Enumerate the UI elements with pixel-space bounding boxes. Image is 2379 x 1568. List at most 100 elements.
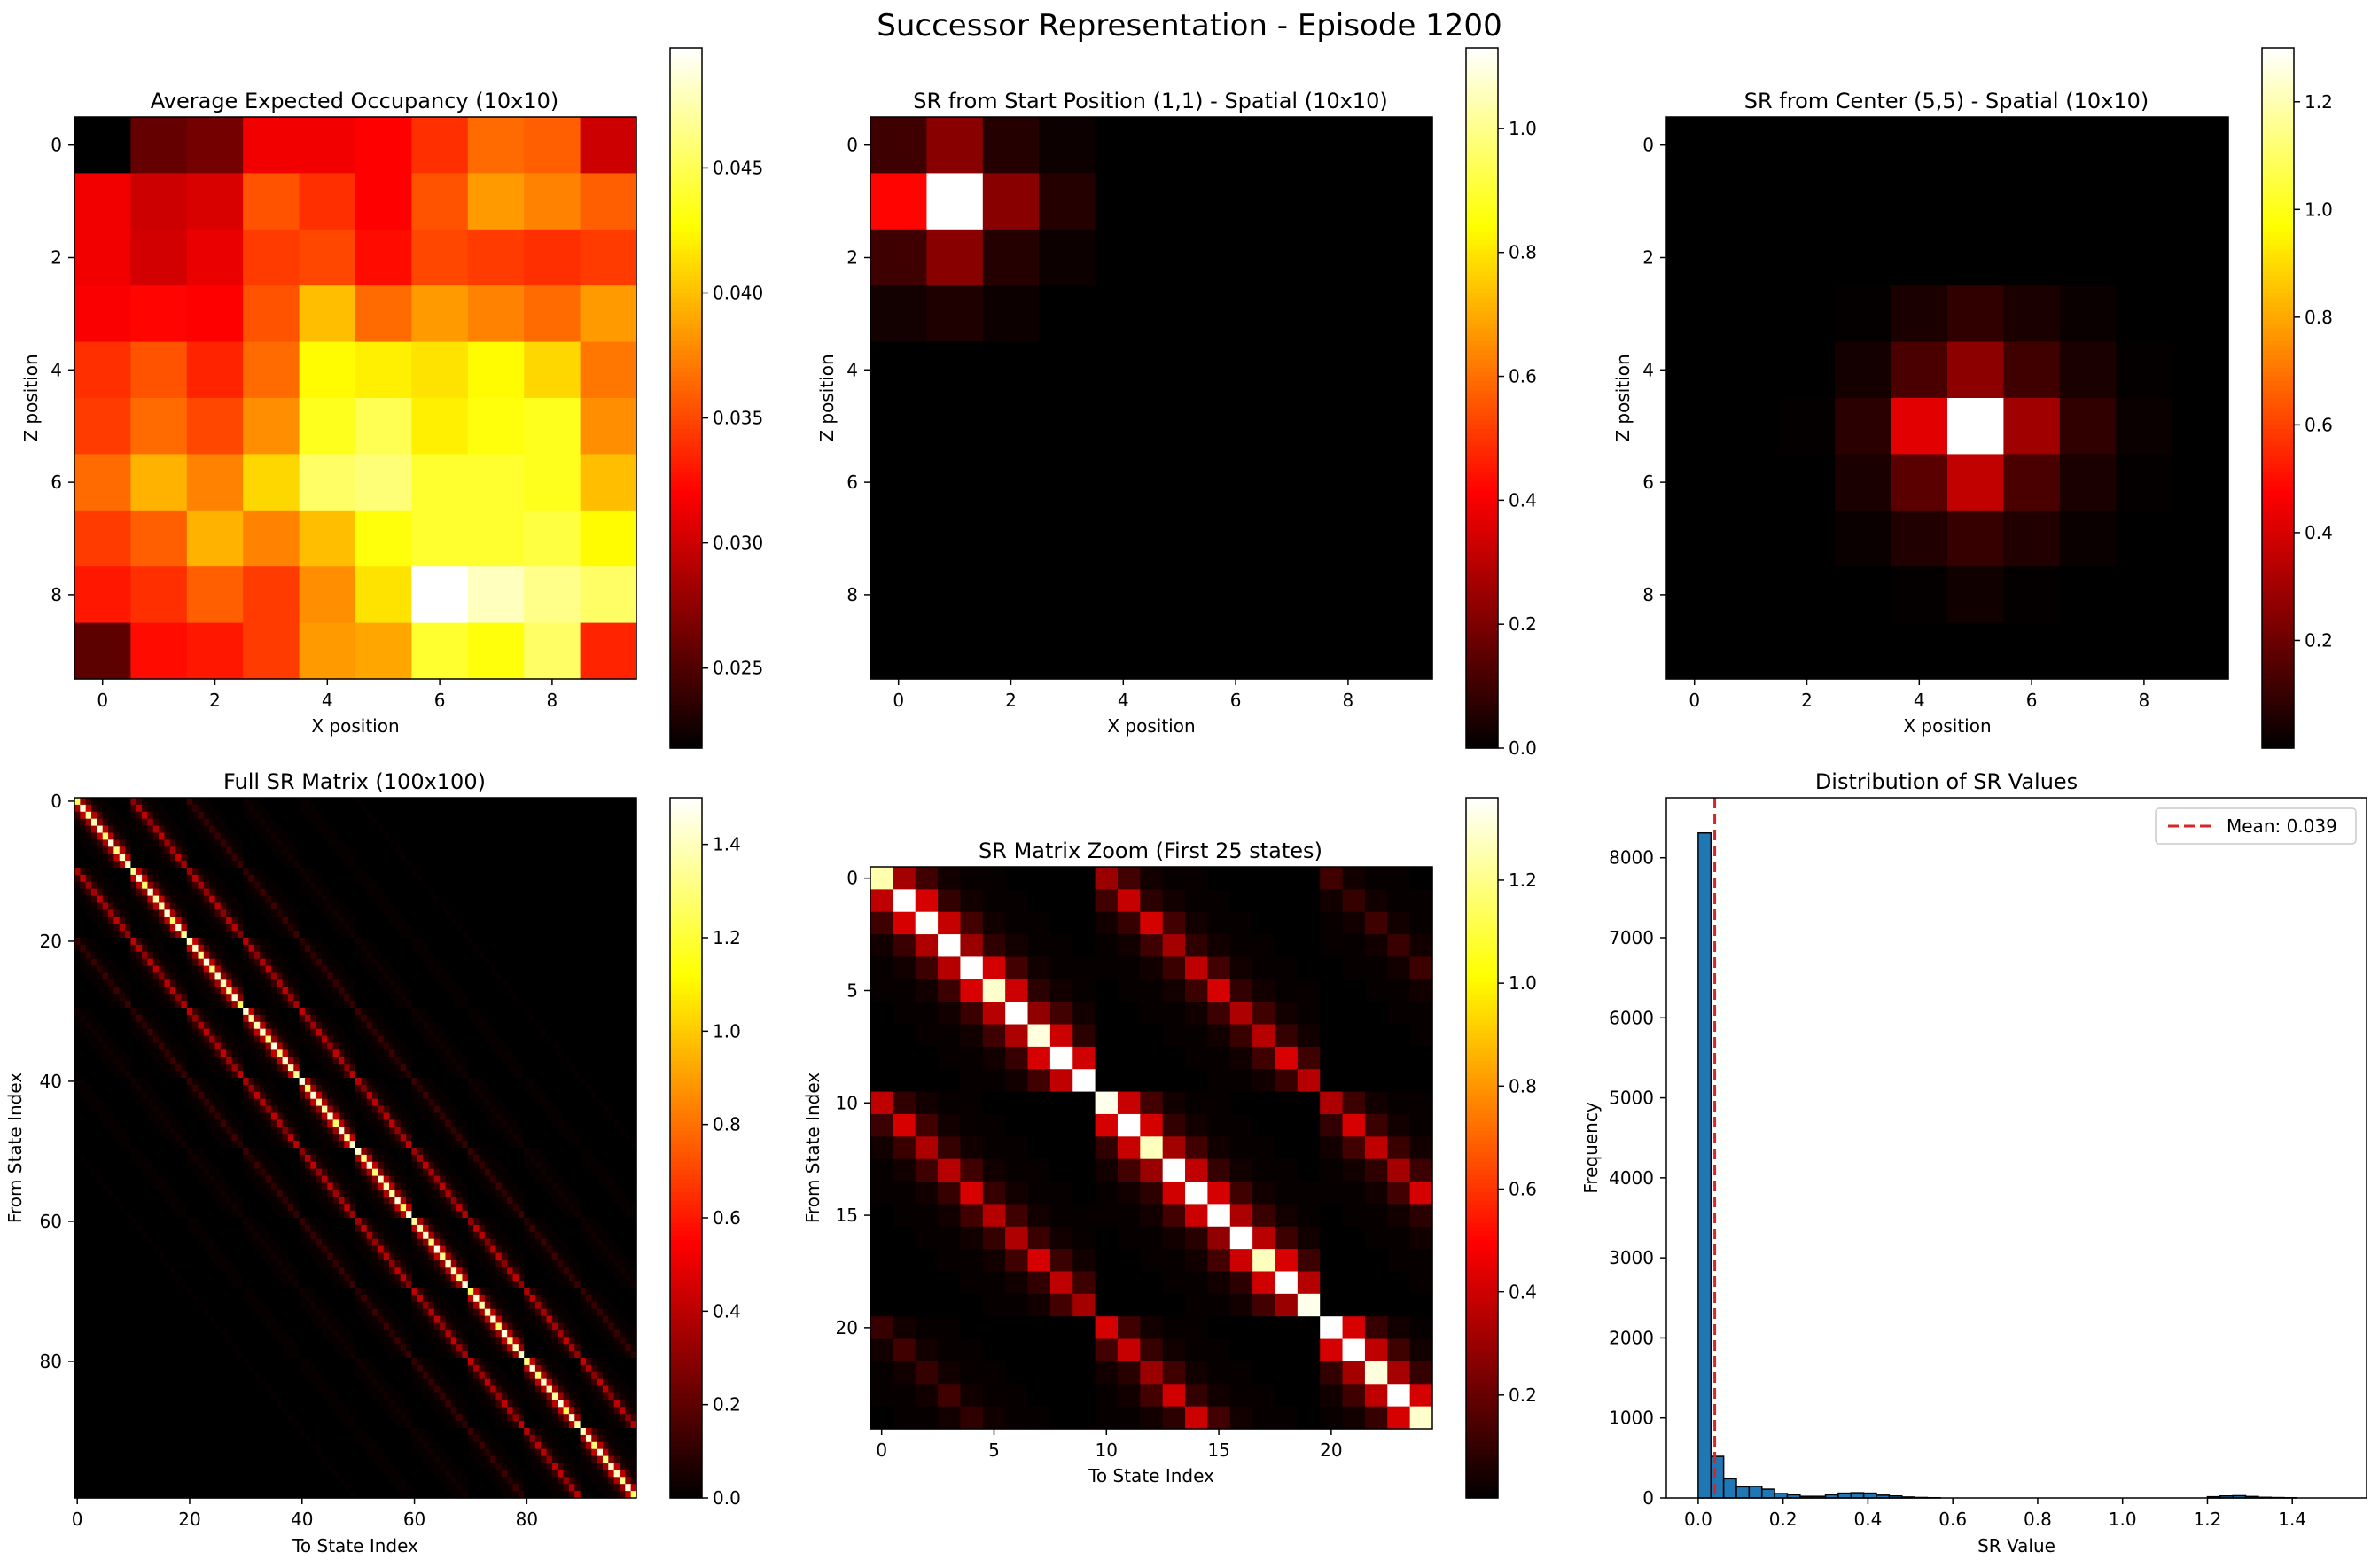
heatmap-cell <box>1722 229 1780 286</box>
heatmap-cell <box>501 944 508 953</box>
heatmap-cell <box>495 832 503 840</box>
heatmap-cell <box>304 818 311 827</box>
heatmap-cell <box>372 1014 378 1023</box>
heatmap-cell <box>568 938 575 946</box>
heatmap-cell <box>484 909 491 917</box>
heatmap-cell <box>349 1057 356 1065</box>
heatmap-cell <box>630 804 637 813</box>
heatmap-cell <box>102 881 109 890</box>
heatmap-cell <box>119 1071 126 1079</box>
heatmap-cell <box>147 1064 154 1072</box>
heatmap-cell <box>580 285 637 343</box>
heatmap-cell <box>501 909 508 917</box>
heatmap-cell <box>433 1057 441 1065</box>
heatmap-cell <box>316 917 323 924</box>
heatmap-cell <box>619 951 626 960</box>
heatmap-cell <box>152 854 160 862</box>
heatmap-cell <box>125 825 131 834</box>
heatmap-cell <box>574 811 581 820</box>
heatmap-cell <box>277 811 284 820</box>
heatmap-cell <box>310 1001 317 1009</box>
heatmap-cell <box>433 1071 441 1079</box>
heatmap-cell <box>265 1028 272 1037</box>
heatmap-cell <box>625 1014 632 1023</box>
heatmap-cell <box>327 881 334 890</box>
heatmap-cell <box>568 1001 575 1009</box>
heatmap-cell <box>574 1042 581 1050</box>
heatmap-cell <box>580 888 587 897</box>
heatmap-cell <box>1835 285 1892 343</box>
heatmap-cell <box>625 839 632 847</box>
heatmap-cell <box>130 846 137 854</box>
heatmap-cell <box>1376 398 1433 455</box>
heatmap-cell <box>518 1021 525 1030</box>
heatmap-cell <box>490 1021 497 1030</box>
heatmap-cell <box>389 979 395 987</box>
heatmap-cell <box>602 895 609 904</box>
colorbar-segment <box>670 472 702 478</box>
heatmap-cell <box>529 798 536 806</box>
heatmap-cell <box>1666 622 1723 680</box>
heatmap-cell <box>406 1001 412 1009</box>
heatmap-cell <box>293 818 300 827</box>
heatmap-cell <box>209 895 216 904</box>
heatmap-cell <box>192 944 199 953</box>
heatmap-cell <box>136 888 143 897</box>
heatmap-cell <box>181 972 188 980</box>
heatmap-cell <box>613 1028 620 1037</box>
heatmap-cell <box>423 839 430 847</box>
heatmap-cell <box>372 909 378 917</box>
heatmap-cell <box>2172 398 2229 455</box>
heatmap-cell <box>119 1008 126 1016</box>
heatmap-cell <box>558 881 565 890</box>
heatmap-cell <box>541 1001 548 1009</box>
heatmap-cell <box>159 846 166 854</box>
heatmap-cell <box>355 825 362 834</box>
heatmap-cell <box>270 1014 277 1023</box>
heatmap-cell <box>159 944 166 953</box>
heatmap-cell <box>440 1078 447 1086</box>
heatmap-cell <box>495 1014 503 1023</box>
heatmap-cells <box>74 117 637 680</box>
heatmap-cell <box>113 1057 121 1065</box>
heatmap-cell <box>366 965 373 974</box>
heatmap-cell <box>563 1014 570 1023</box>
heatmap-cell <box>159 958 166 967</box>
heatmap-cell <box>102 888 109 897</box>
heatmap-cell <box>591 1049 598 1057</box>
heatmap-cell <box>507 1008 514 1016</box>
colorbar-segment <box>1466 586 1498 591</box>
heatmap-cell <box>321 1008 328 1016</box>
heatmap-cell <box>169 1001 176 1009</box>
heatmap-cell <box>85 861 92 869</box>
colorbar-segment <box>670 669 702 675</box>
heatmap-cell <box>467 173 525 230</box>
heatmap-cell <box>152 818 160 827</box>
colorbar-segment <box>670 118 702 123</box>
heatmap-cell <box>321 902 328 910</box>
heatmap-cell <box>546 881 553 890</box>
heatmap-cell <box>1095 454 1152 511</box>
heatmap-cell <box>529 965 536 974</box>
heatmap-cell <box>529 1035 536 1044</box>
heatmap-cell <box>462 874 469 883</box>
heatmap-cell <box>467 398 525 455</box>
heatmap-cell <box>243 622 300 680</box>
heatmap-cell <box>389 1001 395 1009</box>
heatmap-cell <box>332 825 339 834</box>
heatmap-cell <box>591 979 598 987</box>
heatmap-cell <box>243 1021 250 1030</box>
heatmap-cell <box>484 917 491 924</box>
heatmap-cell <box>321 931 328 939</box>
heatmap-cell <box>982 173 1040 230</box>
colorbar-segment <box>2262 406 2294 412</box>
heatmap-cell <box>176 798 183 806</box>
heatmap-cell <box>558 1035 565 1044</box>
heatmap-cell <box>344 846 351 854</box>
heatmap-cell <box>630 951 637 960</box>
heatmap-cell <box>411 1057 418 1065</box>
heatmap-cell <box>534 994 542 1002</box>
heatmap-cell <box>1151 285 1208 343</box>
heatmap-cell <box>102 902 109 910</box>
heatmap-cell <box>423 917 430 924</box>
